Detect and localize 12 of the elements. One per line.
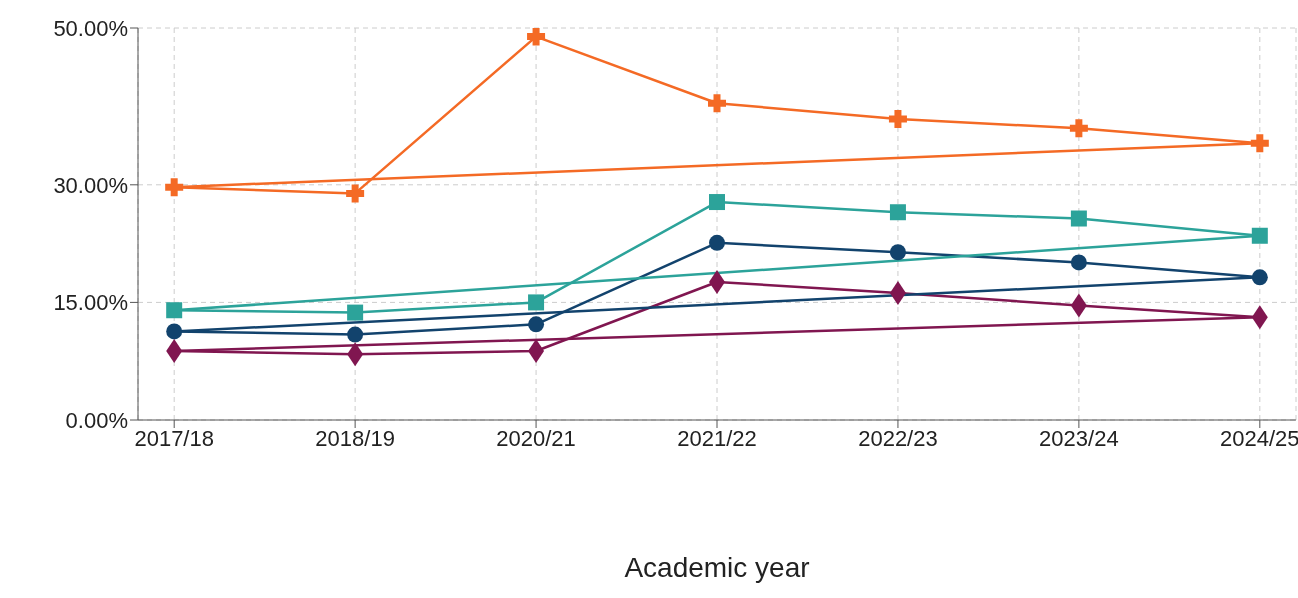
x-tick-label: 2018/19 [315, 425, 395, 451]
y-tick-label: 30.00% [53, 172, 128, 198]
x-tick-label: 2020/21 [496, 425, 576, 451]
x-tick-label: 2021/22 [677, 425, 757, 451]
x-axis-title: Academic year [624, 552, 810, 583]
x-tick-label: 2024/25 [1220, 425, 1298, 451]
x-tick-label: 2022/23 [858, 425, 938, 451]
y-tick-label: 0.00% [65, 407, 128, 433]
x-tick-label: 2023/24 [1039, 425, 1119, 451]
x-tick-label: 2017/18 [134, 425, 214, 451]
y-tick-label: 50.00% [53, 15, 128, 41]
y-tick-label: 15.00% [53, 290, 128, 316]
